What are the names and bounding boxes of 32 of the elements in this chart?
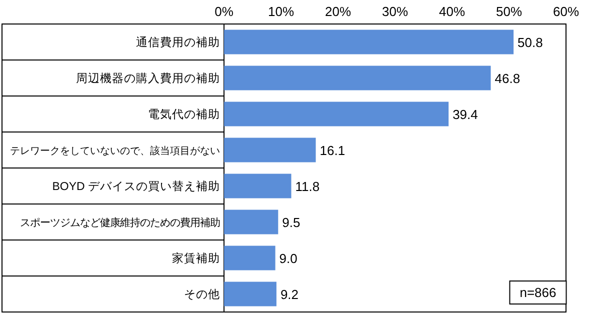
bar bbox=[224, 282, 276, 306]
y-tick-label: スポーツジムなど健康維持のための費用補助 bbox=[20, 217, 220, 229]
data-label: 11.8 bbox=[295, 179, 320, 194]
x-tick-label: 60% bbox=[552, 4, 580, 19]
bar bbox=[224, 66, 491, 90]
y-tick-label: 電気代の補助 bbox=[148, 108, 220, 121]
y-tick-label: 家賃補助 bbox=[172, 251, 220, 265]
data-label: 39.4 bbox=[452, 107, 478, 122]
y-tick-label: その他 bbox=[184, 288, 220, 301]
bar bbox=[224, 102, 449, 126]
bar bbox=[224, 138, 316, 162]
x-tick-label: 30% bbox=[382, 4, 408, 19]
bar bbox=[224, 174, 292, 198]
y-tick-label: BOYD デバイスの買い替え補助 bbox=[52, 180, 220, 193]
x-tick-label: 50% bbox=[496, 4, 522, 19]
data-label: 9.2 bbox=[280, 287, 299, 302]
bar bbox=[224, 246, 276, 270]
y-tick-label: 周辺機器の購入費用の補助 bbox=[76, 71, 220, 85]
x-tick-label: 20% bbox=[324, 4, 352, 19]
data-label: 9.0 bbox=[279, 251, 298, 266]
x-tick-label: 10% bbox=[268, 4, 294, 19]
data-label: 50.8 bbox=[518, 35, 543, 50]
data-label: 46.8 bbox=[494, 71, 520, 86]
x-tick-label: 40% bbox=[438, 4, 466, 19]
y-tick-label: テレワークをしていないので、該当項目がない bbox=[10, 145, 220, 157]
y-tick-label: 通信費用の補助 bbox=[136, 36, 220, 49]
bar bbox=[224, 210, 278, 234]
bar bbox=[224, 30, 514, 54]
data-label: 16.1 bbox=[320, 143, 346, 158]
x-tick-label: 0% bbox=[214, 4, 234, 19]
data-label: 9.5 bbox=[282, 215, 300, 230]
annotation: n=866 bbox=[520, 285, 556, 300]
